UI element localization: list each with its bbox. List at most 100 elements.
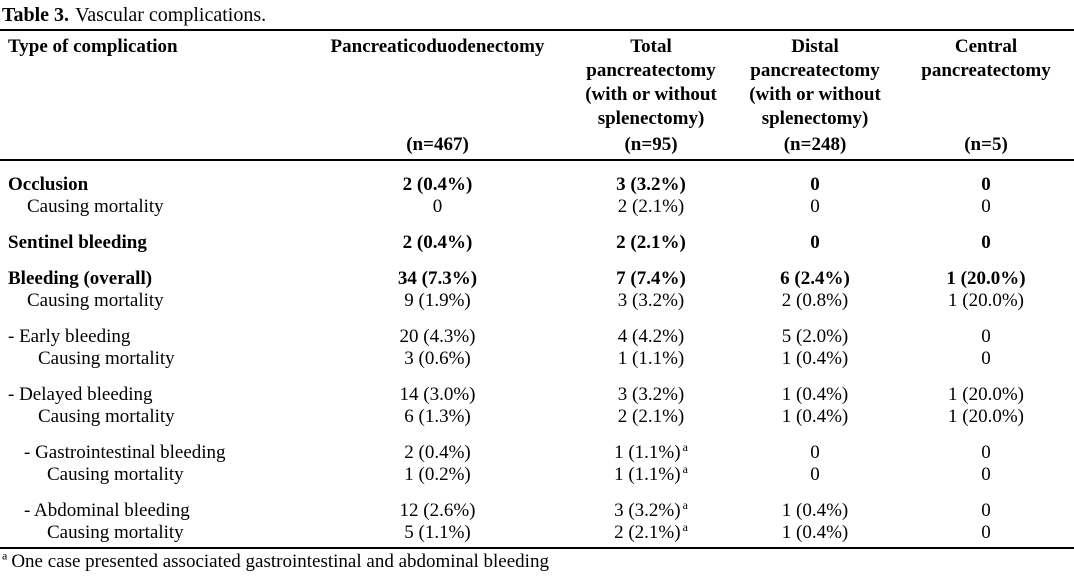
table-title-label: Table 3.	[2, 4, 70, 26]
header-n-count: (n=95)	[624, 134, 678, 155]
cell: 2 (0.8%)	[781, 290, 849, 311]
cell: 0	[981, 442, 991, 463]
footnote-ref: a	[682, 461, 688, 476]
cell: 1 (1.1%) a	[570, 439, 732, 464]
row-label: Occlusion	[8, 174, 89, 195]
footnote-ref: a	[682, 439, 688, 454]
cell: 1 (1.1%) a	[570, 461, 732, 486]
cell: 0	[981, 500, 991, 521]
cell: 1 (0.4%)	[781, 522, 849, 543]
cell: 3 (3.2%) a	[570, 497, 732, 522]
header-name: Type of complication	[8, 36, 178, 57]
row-label: Causing mortality	[27, 196, 164, 217]
cell: 0	[981, 174, 991, 195]
table-row-delayed-bleeding-mortality: Causing mortality 6 (1.3%) 2 (2.1%) 1 (0…	[0, 406, 1074, 428]
cell: 0	[981, 522, 991, 543]
cell: 1 (20.0%)	[948, 406, 1024, 427]
cell: 0	[432, 196, 443, 217]
table-row-occlusion-mortality: Causing mortality 0 2 (2.1%) 0 0	[0, 196, 1074, 218]
cell: 6 (2.4%)	[780, 268, 850, 289]
row-label: Causing mortality	[38, 406, 175, 427]
cell: 0	[810, 232, 820, 253]
col-header-central-pancreatectomy: Central pancreatectomy (n=5)	[898, 35, 1074, 157]
row-label: - Early bleeding	[8, 326, 131, 347]
row-label: Causing mortality	[27, 290, 164, 311]
table-body: Occlusion 2 (0.4%) 3 (3.2%) 0 0 Causing …	[0, 161, 1074, 544]
table-row-bleeding-overall: Bleeding (overall) 34 (7.3%) 7 (7.4%) 6 …	[0, 268, 1074, 290]
cell: 2 (0.4%)	[404, 442, 471, 463]
cell: 4 (4.2%)	[617, 326, 685, 347]
table-row-early-bleeding: - Early bleeding 20 (4.3%) 4 (4.2%) 5 (2…	[0, 326, 1074, 348]
footnote-divider	[0, 547, 1074, 549]
cell: 2 (2.1%) a	[570, 519, 732, 544]
table-row-sentinel-bleeding: Sentinel bleeding 2 (0.4%) 2 (2.1%) 0 0	[0, 232, 1074, 254]
cell: 34 (7.3%)	[397, 268, 478, 289]
table-row-abdominal-bleeding: - Abdominal bleeding 12 (2.6%) 3 (3.2%) a…	[0, 497, 1074, 522]
cell: 0	[810, 464, 820, 485]
cell: 0	[981, 232, 991, 253]
table-row-gastrointestinal-bleeding-mortality: Causing mortality 1 (0.2%) 1 (1.1%) a 0 0	[0, 461, 1074, 486]
cell: 2 (2.1%)	[617, 406, 685, 427]
cell-value: 3 (3.2%)	[614, 500, 681, 521]
cell: 3 (3.2%)	[617, 290, 685, 311]
cell: 1 (0.2%)	[404, 464, 471, 485]
table-row-occlusion: Occlusion 2 (0.4%) 3 (3.2%) 0 0	[0, 174, 1074, 196]
cell: 2 (2.1%)	[617, 196, 685, 217]
cell: 3 (3.2%)	[617, 384, 685, 405]
cell-value: 2 (2.1%)	[614, 522, 681, 543]
cell: 20 (4.3%)	[399, 326, 476, 347]
header-name: Pancreaticoduodenectomy	[330, 36, 545, 57]
row-label: Causing mortality	[47, 464, 184, 485]
row-label: - Abdominal bleeding	[24, 500, 190, 521]
table-row-delayed-bleeding: - Delayed bleeding 14 (3.0%) 3 (3.2%) 1 …	[0, 384, 1074, 406]
footnote-marker: a	[2, 548, 8, 563]
cell: 0	[810, 174, 820, 195]
header-name: Central pancreatectomy	[921, 36, 1051, 81]
cell: 1 (1.1%)	[617, 348, 685, 369]
cell: 12 (2.6%)	[399, 500, 476, 521]
row-label: Sentinel bleeding	[8, 232, 147, 253]
footnote: a One case presented associated gastroint…	[0, 549, 1074, 573]
table-row-bleeding-overall-mortality: Causing mortality 9 (1.9%) 3 (3.2%) 2 (0…	[0, 290, 1074, 312]
header-name: Total pancreatectomy (with or without sp…	[585, 36, 717, 129]
cell: 0	[810, 442, 820, 463]
header-name: Distal pancreatectomy (with or without s…	[749, 36, 881, 129]
cell: 1 (20.0%)	[946, 268, 1026, 289]
col-header-total-pancreatectomy: Total pancreatectomy (with or without sp…	[570, 35, 732, 157]
cell: 0	[981, 464, 991, 485]
cell: 7 (7.4%)	[616, 268, 686, 289]
col-header-distal-pancreatectomy: Distal pancreatectomy (with or without s…	[732, 35, 898, 157]
table-row-early-bleeding-mortality: Causing mortality 3 (0.6%) 1 (1.1%) 1 (0…	[0, 348, 1074, 370]
cell: 5 (1.1%)	[404, 522, 471, 543]
cell: 0	[810, 196, 820, 217]
cell: 2 (2.1%)	[616, 232, 686, 253]
cell: 5 (2.0%)	[781, 326, 849, 347]
footnote-ref: a	[682, 497, 688, 512]
cell: 1 (0.4%)	[781, 384, 849, 405]
table-header: Type of complication Pancreaticoduodenec…	[0, 31, 1074, 161]
footnote-ref: a	[682, 519, 688, 534]
row-label: Causing mortality	[47, 522, 184, 543]
table-row-abdominal-bleeding-mortality: Causing mortality 5 (1.1%) 2 (2.1%) a 1 (…	[0, 519, 1074, 544]
cell: 1 (0.4%)	[781, 500, 849, 521]
row-label: Bleeding (overall)	[8, 268, 153, 289]
header-n-count: (n=5)	[964, 134, 1008, 155]
col-header-type-of-complication: Type of complication	[0, 35, 305, 157]
table-row-gastrointestinal-bleeding: - Gastrointestinal bleeding 2 (0.4%) 1 (…	[0, 439, 1074, 464]
cell-value: 1 (1.1%)	[614, 464, 681, 485]
row-label: - Gastrointestinal bleeding	[24, 442, 226, 463]
table-title: Table 3. Vascular complications.	[0, 0, 1074, 31]
cell: 2 (0.4%)	[402, 174, 473, 195]
cell: 1 (0.4%)	[781, 406, 849, 427]
cell: 0	[981, 326, 991, 347]
cell: 6 (1.3%)	[404, 406, 471, 427]
header-n-count: (n=248)	[783, 134, 847, 155]
row-label: Causing mortality	[38, 348, 175, 369]
table-title-text: Vascular complications.	[75, 4, 267, 26]
cell-value: 1 (1.1%)	[614, 442, 681, 463]
cell: 0	[981, 196, 991, 217]
cell: 3 (3.2%)	[616, 174, 686, 195]
row-label: - Delayed bleeding	[8, 384, 153, 405]
cell: 1 (20.0%)	[948, 290, 1024, 311]
